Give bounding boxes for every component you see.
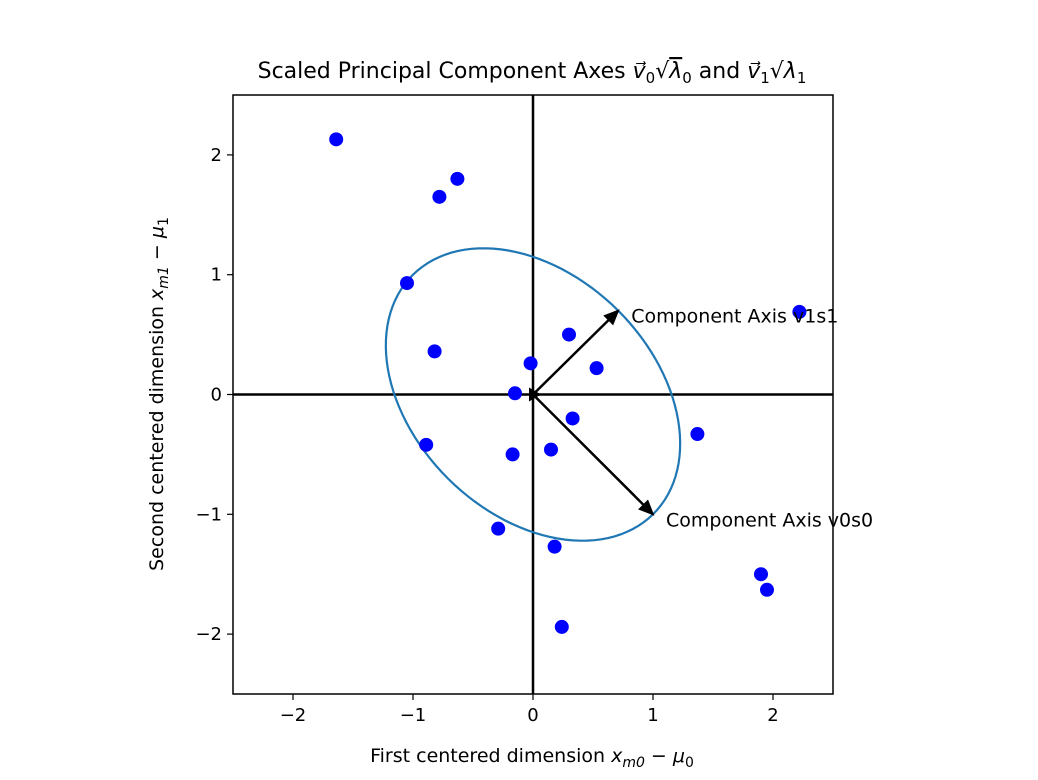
component-arrows	[529, 309, 655, 516]
covariance-ellipse-layer	[384, 247, 682, 542]
title-sub1: 1	[760, 69, 770, 87]
x-tick-label: −2	[280, 705, 307, 726]
ylabel-sub: m1	[156, 266, 172, 289]
arrow-v1s1-head	[603, 309, 620, 326]
data-point	[792, 304, 807, 319]
data-point	[400, 276, 414, 291]
title-v1: v⃗	[747, 59, 761, 84]
title-lambda1: λ	[783, 59, 797, 84]
data-point	[450, 171, 465, 186]
data-point	[432, 189, 447, 204]
x-axis-label: First centered dimension xm0 − μ0	[370, 745, 694, 771]
ylabel-text: Second centered dimension	[146, 300, 168, 571]
xlabel-sub: m0	[622, 755, 645, 771]
title-v0: v⃗	[633, 59, 647, 84]
data-point	[508, 386, 522, 401]
covariance-ellipse	[384, 247, 682, 542]
data-point	[523, 356, 538, 371]
data-point	[554, 619, 569, 634]
data-point	[547, 539, 562, 554]
component-axis-label: Component Axis v1s1	[631, 306, 838, 328]
ylabel-var: x	[146, 288, 168, 301]
xlabel-musub: 0	[685, 755, 694, 771]
ylabel-mu: μ	[146, 226, 168, 239]
title-lsub1: 1	[797, 69, 807, 87]
ylabel-musub: 1	[156, 217, 172, 226]
arrow-v1s1-shaft	[532, 309, 620, 396]
data-point	[754, 567, 768, 582]
data-point	[329, 132, 344, 147]
chart-title: Scaled Principal Component Axes v⃗0√λ0 a…	[258, 59, 807, 87]
y-tick-label: 2	[211, 145, 222, 166]
xlabel-minus: −	[645, 745, 673, 767]
data-point	[760, 582, 774, 597]
x-tick-label: 1	[647, 705, 658, 726]
xlabel-mu: μ	[672, 745, 685, 767]
x-tick-label: 0	[527, 705, 538, 726]
x-tick-label: −1	[400, 705, 427, 726]
data-point	[589, 361, 604, 376]
title-sub0: 0	[646, 69, 656, 87]
title-and: and	[692, 59, 747, 84]
arrow-v0s0-shaft	[532, 393, 654, 516]
y-axis-label: Second centered dimension xm1 − μ1	[146, 217, 172, 571]
xlabel-var: x	[610, 745, 623, 767]
arrow-v0s0-head	[638, 499, 655, 516]
y-tick-label: 1	[211, 265, 222, 286]
component-axis-label: Component Axis v0s0	[666, 509, 873, 531]
origin-marker	[529, 387, 541, 402]
annotations: Component Axis v1s1 Component Axis v0s0	[631, 306, 873, 532]
data-point	[562, 327, 576, 342]
title-lambda0: λ	[668, 59, 682, 84]
data-point	[544, 442, 558, 457]
title-sqrt1: √	[770, 59, 785, 84]
data-point	[505, 447, 520, 462]
x-tick-label: 2	[767, 705, 778, 726]
y-tick-label: −1	[195, 504, 222, 525]
data-point	[565, 411, 580, 426]
xlabel-text: First centered dimension	[370, 745, 611, 767]
title-lsub0: 0	[682, 69, 692, 87]
data-point	[491, 521, 506, 536]
data-points	[329, 132, 807, 634]
data-point	[419, 437, 434, 452]
y-tick-label: −2	[195, 624, 222, 645]
title-prefix: Scaled Principal Component Axes	[258, 59, 633, 84]
data-point	[427, 344, 442, 359]
axis-ticks: −2 −1 0 1 2 −2 −1 0 1 2	[195, 145, 778, 726]
title-sqrt0: √	[655, 59, 670, 84]
data-point	[690, 427, 705, 442]
ylabel-minus: −	[146, 238, 168, 266]
y-tick-label: 0	[211, 385, 222, 406]
